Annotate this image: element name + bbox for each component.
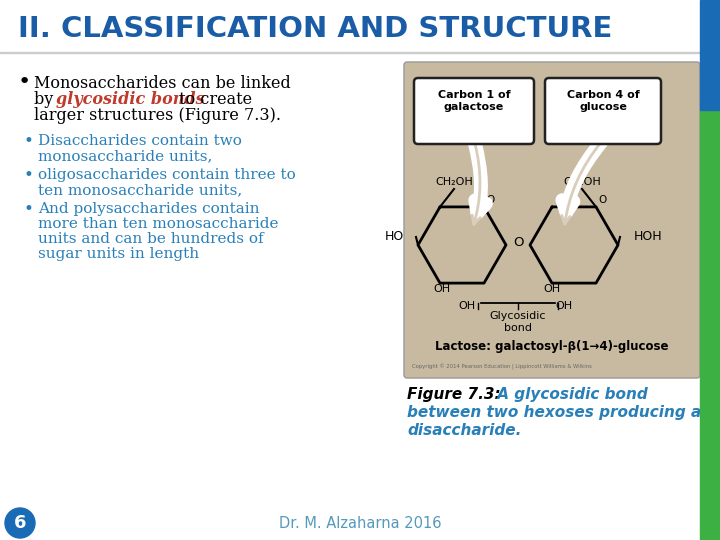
Bar xyxy=(700,110,720,540)
Text: II. CLASSIFICATION AND STRUCTURE: II. CLASSIFICATION AND STRUCTURE xyxy=(18,15,613,43)
Text: more than ten monosaccharide: more than ten monosaccharide xyxy=(38,217,279,231)
Text: CH₂OH: CH₂OH xyxy=(435,177,473,187)
Text: larger structures (Figure 7.3).: larger structures (Figure 7.3). xyxy=(34,107,281,124)
Text: Lactose: galactosyl-β(1→4)-glucose: Lactose: galactosyl-β(1→4)-glucose xyxy=(436,340,669,353)
Text: CH₂OH: CH₂OH xyxy=(563,177,601,187)
Text: •: • xyxy=(24,200,34,218)
Text: to create: to create xyxy=(174,91,252,108)
Text: sugar units in length: sugar units in length xyxy=(38,247,199,261)
FancyBboxPatch shape xyxy=(404,62,700,378)
Text: by: by xyxy=(34,91,58,108)
Text: O: O xyxy=(513,235,523,248)
Text: •: • xyxy=(24,132,34,150)
Text: ten monosaccharide units,: ten monosaccharide units, xyxy=(38,183,242,197)
Text: Glycosidic
bond: Glycosidic bond xyxy=(490,311,546,333)
FancyBboxPatch shape xyxy=(414,78,534,144)
Text: •: • xyxy=(18,72,31,92)
Text: HO: HO xyxy=(384,231,404,244)
Circle shape xyxy=(5,508,35,538)
Text: Monosaccharides can be linked: Monosaccharides can be linked xyxy=(34,75,291,92)
Text: HOH: HOH xyxy=(634,231,662,244)
FancyBboxPatch shape xyxy=(545,78,661,144)
Text: Carbon 1 of
galactose: Carbon 1 of galactose xyxy=(438,90,510,112)
Bar xyxy=(0,51,700,53)
Text: A glycosidic bond: A glycosidic bond xyxy=(492,387,648,402)
Text: oligosaccharides contain three to: oligosaccharides contain three to xyxy=(38,168,296,182)
Text: Figure 7.3:: Figure 7.3: xyxy=(407,387,500,402)
Text: OH: OH xyxy=(555,301,572,311)
Text: Copyright © 2014 Pearson Education | Lippincott Williams & Wilkins: Copyright © 2014 Pearson Education | Lip… xyxy=(412,364,592,370)
Text: O: O xyxy=(598,195,606,205)
Text: Dr. M. Alzaharna 2016: Dr. M. Alzaharna 2016 xyxy=(279,516,441,530)
Text: monosaccharide units,: monosaccharide units, xyxy=(38,149,212,163)
Text: Disaccharides contain two: Disaccharides contain two xyxy=(38,134,242,148)
Bar xyxy=(700,0,720,110)
Text: And polysaccharides contain: And polysaccharides contain xyxy=(38,202,259,216)
Text: disaccharide.: disaccharide. xyxy=(407,423,521,438)
Text: OH: OH xyxy=(433,284,451,294)
Text: OH: OH xyxy=(544,284,561,294)
Text: between two hexoses producing a: between two hexoses producing a xyxy=(407,405,701,420)
Text: glycosidic bonds: glycosidic bonds xyxy=(56,91,204,108)
Text: OH: OH xyxy=(459,301,476,311)
Text: •: • xyxy=(24,166,34,184)
Text: Carbon 4 of
glucose: Carbon 4 of glucose xyxy=(567,90,639,112)
Text: 6: 6 xyxy=(14,514,26,532)
Text: units and can be hundreds of: units and can be hundreds of xyxy=(38,232,264,246)
Text: O: O xyxy=(486,195,494,205)
